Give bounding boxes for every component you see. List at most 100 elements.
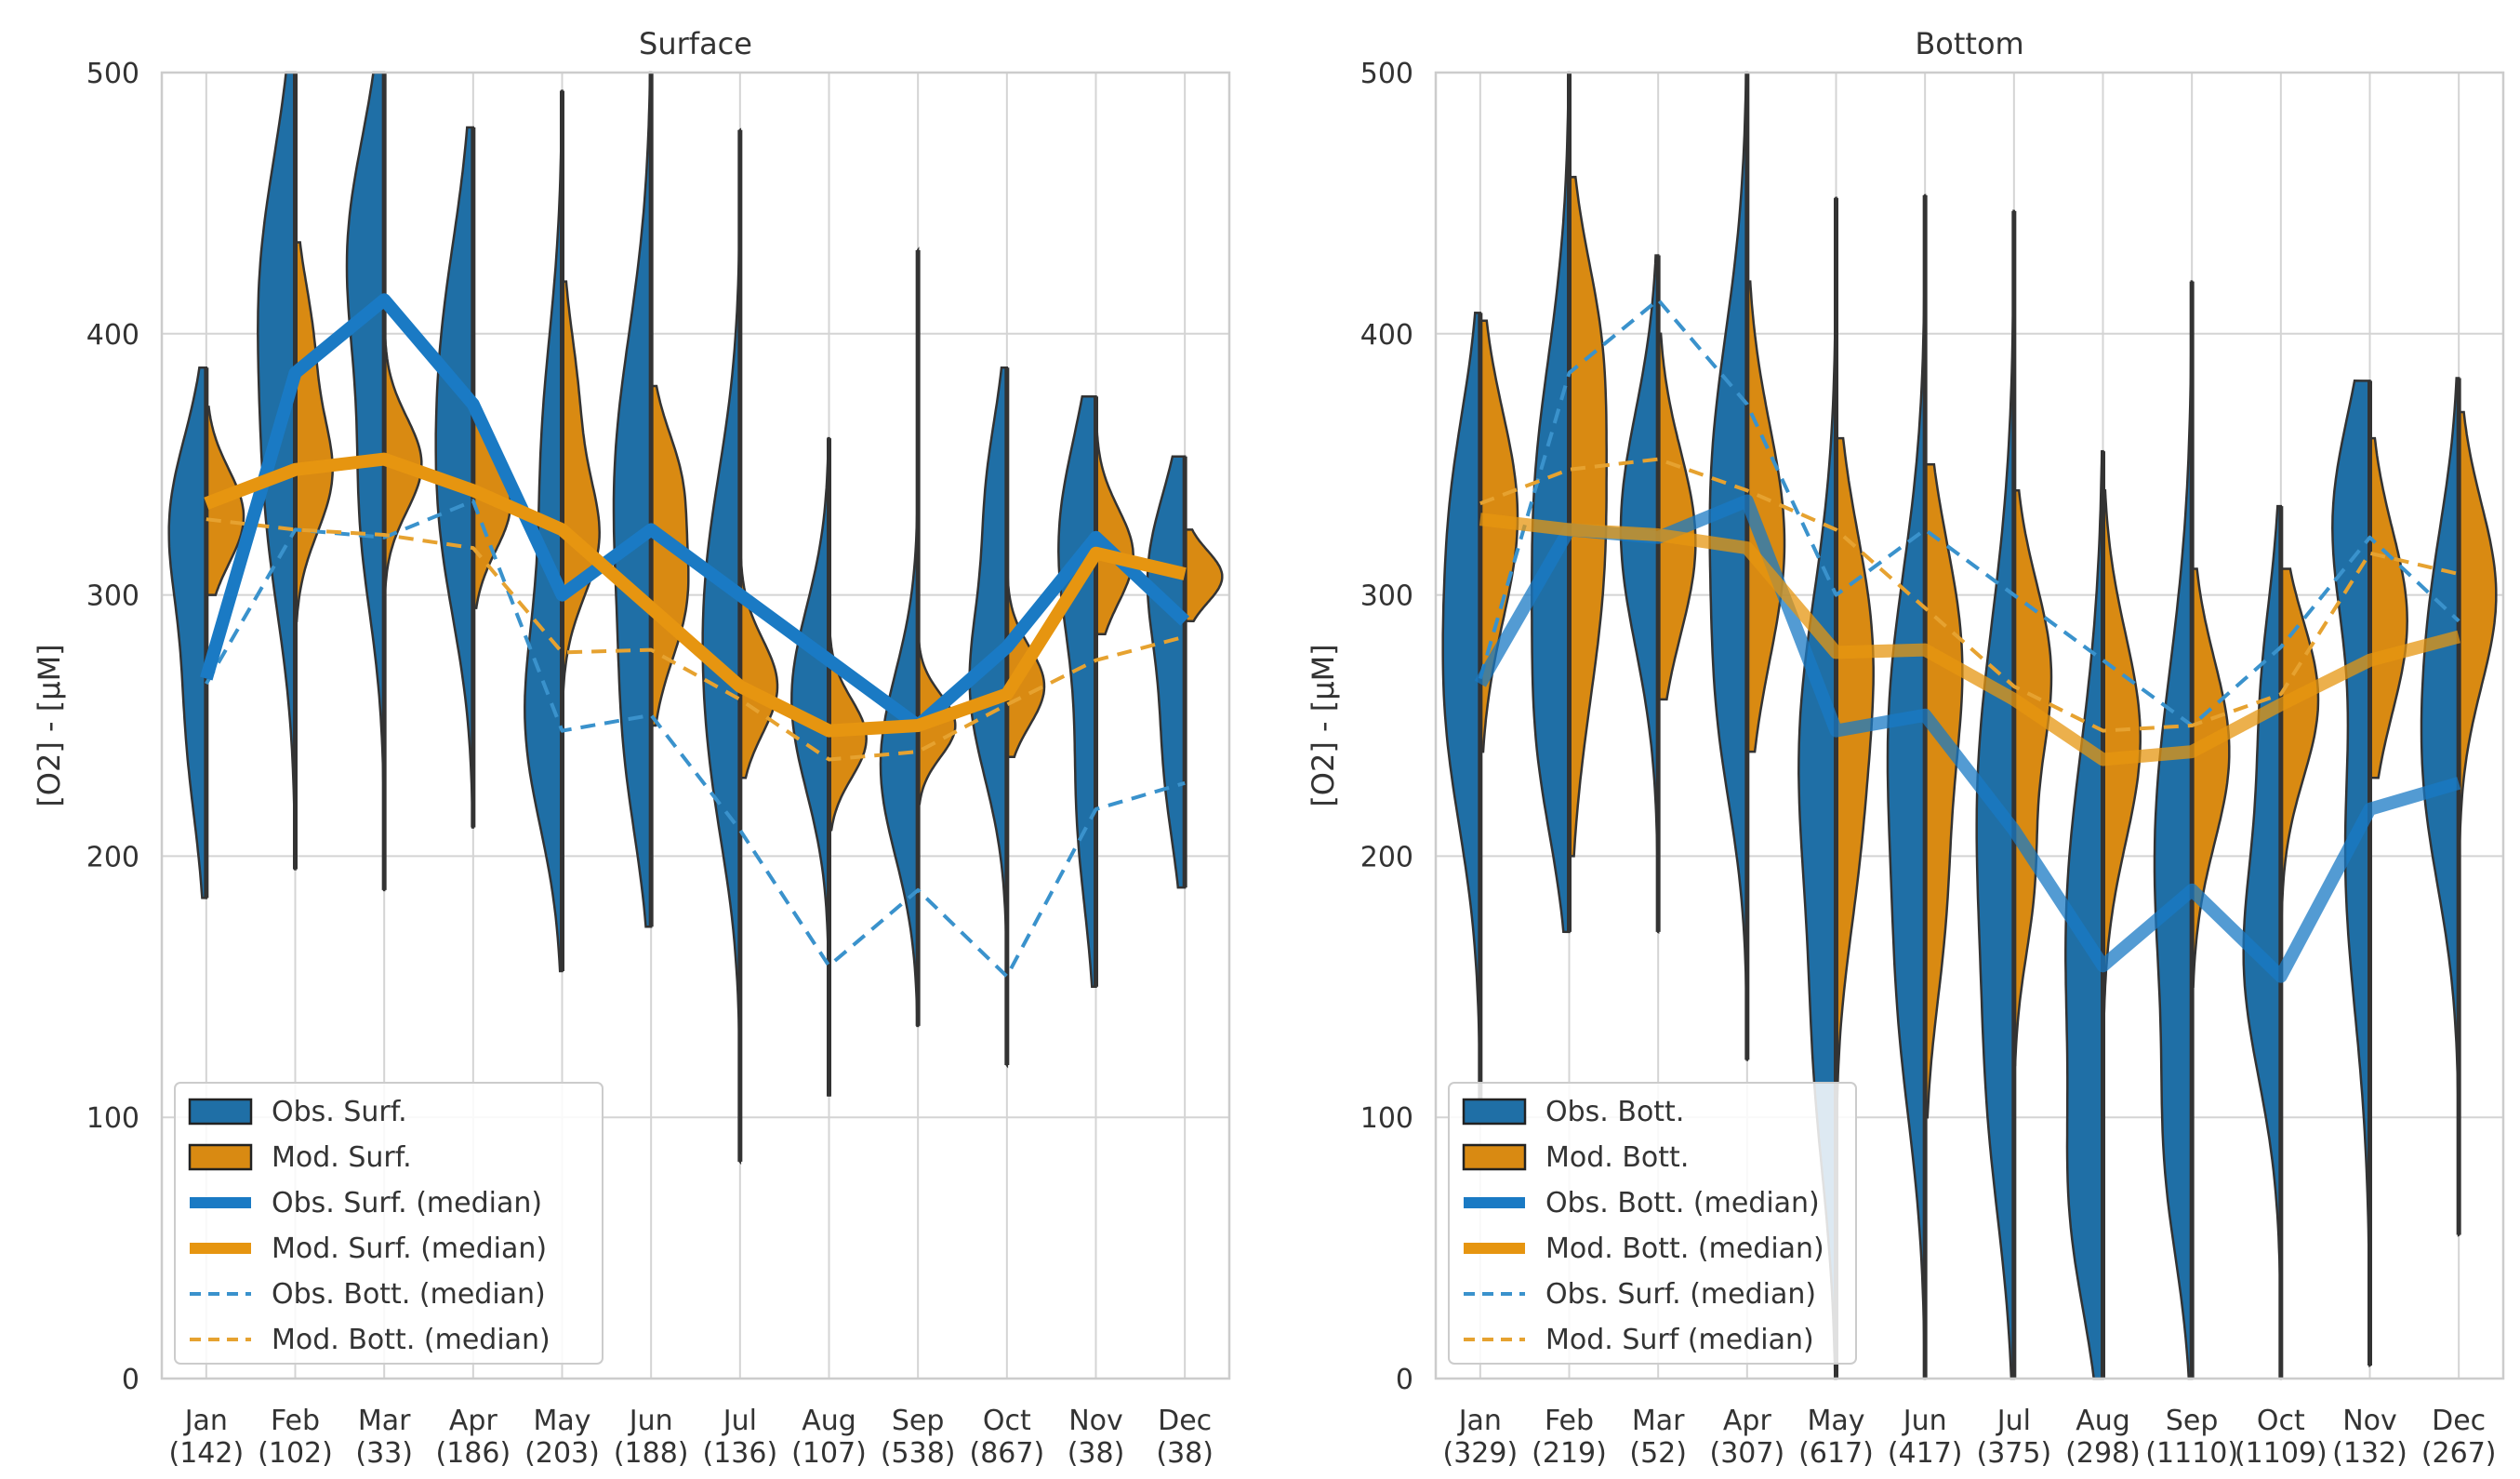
x-tick-count: (38) (1068, 1437, 1125, 1470)
x-tick-count: (52) (1629, 1437, 1687, 1470)
y-tick-label: 500 (86, 58, 139, 90)
x-tick-count: (329) (1442, 1437, 1518, 1470)
x-tick-count: (38) (1156, 1437, 1214, 1470)
bottom-panel: Bottom 0 100 200 300 400 500 [O2] - [µM] Jan(329… (1306, 26, 2505, 1470)
y-tick-label: 400 (86, 319, 139, 352)
mod-violin (2012, 489, 2053, 1067)
obs-violin (2420, 377, 2460, 1237)
median-line-mod-dash (1479, 457, 2460, 733)
median-line-mod-thick (204, 452, 1187, 738)
mod-violin (2190, 567, 2231, 989)
legend-label: Obs. Bott. (median) (1545, 1187, 1820, 1219)
x-tick-count: (107) (791, 1437, 867, 1470)
x-tick-label: Jun (1902, 1405, 1947, 1437)
x-tick-count: (617) (1798, 1437, 1874, 1470)
x-tick-label: Nov (1068, 1405, 1123, 1437)
x-tick-count: (142) (168, 1437, 244, 1470)
x-tick-count: (33) (355, 1437, 413, 1470)
obs-violin (1886, 193, 1927, 1380)
obs-violin (701, 127, 742, 1166)
plot-frame (160, 71, 1231, 1380)
y-tick-label: 400 (1360, 319, 1413, 352)
mod-violin (2102, 489, 2142, 1067)
legend-box (1448, 1082, 1857, 1365)
x-tick-label: May (533, 1405, 590, 1437)
legend-label: Obs. Bott. (median) (272, 1278, 546, 1311)
y-tick-label: 0 (1396, 1364, 1413, 1396)
x-tick-label: Apr (1723, 1405, 1772, 1437)
x-tick-count: (1109) (2235, 1437, 2328, 1470)
mod-violin (1656, 332, 1697, 701)
mod-violin (294, 241, 334, 622)
x-tick-label: Jul (1996, 1405, 2031, 1437)
legend-label: Mod. Surf. (272, 1141, 412, 1174)
obs-violin (1146, 455, 1187, 889)
mod-violin (2457, 410, 2498, 858)
y-tick-label: 200 (86, 841, 139, 873)
y-tick-label: 300 (86, 580, 139, 613)
x-tick-count: (132) (2332, 1437, 2407, 1470)
x-tick-label: Sep (2166, 1405, 2219, 1437)
x-tick-count: (867) (969, 1437, 1044, 1470)
mod-violin (561, 280, 601, 701)
x-tick-label: Dec (1158, 1405, 1212, 1437)
legend-label: Mod. Surf (median) (1545, 1324, 1814, 1356)
x-tick-label: Mar (358, 1405, 411, 1437)
x-tick-count: (188) (614, 1437, 689, 1470)
x-tick-label: Mar (1632, 1405, 1685, 1437)
x-tick-label: Aug (2076, 1405, 2130, 1437)
legend-label: Mod. Bott. (median) (272, 1324, 550, 1356)
y-tick-label: 100 (86, 1102, 139, 1135)
legend-label: Obs. Surf. (median) (272, 1187, 542, 1219)
surface-panel: Surface 0 100 200 300 400 500 [O2] - [µM] Jan(14… (32, 26, 1231, 1470)
y-axis-label: [O2] - [µM] (1306, 644, 1341, 806)
x-tick-label: Jul (722, 1405, 757, 1437)
x-tick-label: Sep (892, 1405, 945, 1437)
x-tick-label: Dec (2432, 1405, 2486, 1437)
legend-patch (1462, 1143, 1527, 1171)
x-tick-label: Nov (2342, 1405, 2397, 1437)
legend-patch (188, 1098, 253, 1126)
median-line-obs-dash (1478, 298, 2460, 727)
mod-violin (828, 568, 868, 832)
x-tick-count: (298) (2065, 1437, 2141, 1470)
x-tick-label: Aug (802, 1405, 856, 1437)
x-tick-count: (219) (1532, 1437, 1607, 1470)
legend-label: Obs. Bott. (1545, 1096, 1684, 1128)
x-tick-label: Jan (1457, 1405, 1502, 1437)
x-tick-label: May (1807, 1405, 1864, 1437)
mod-violin (1745, 280, 1786, 753)
median-line-obs-dash (205, 499, 1186, 979)
median-line-mod-dash (206, 517, 1186, 762)
x-tick-count: (203) (524, 1437, 600, 1470)
legend-label: Obs. Surf. (272, 1096, 407, 1128)
legend-label: Mod. Surf. (median) (272, 1232, 547, 1265)
mod-violin (1568, 176, 1608, 858)
legend-label: Mod. Bott. (1545, 1141, 1689, 1174)
obs-violin (1057, 394, 1097, 989)
mod-violin (2368, 436, 2408, 779)
mod-violin (1835, 436, 1875, 1119)
median-line-obs-thick (200, 293, 1189, 732)
obs-violin (1619, 254, 1660, 934)
x-tick-count: (417) (1888, 1437, 1963, 1470)
x-tick-label: Oct (983, 1405, 1031, 1437)
mod-violin (1094, 406, 1134, 635)
legend-box (174, 1082, 603, 1365)
chart-title: Bottom (1915, 26, 2023, 61)
legend-label: Mod. Bott. (median) (1545, 1232, 1824, 1265)
x-tick-count: (538) (881, 1437, 956, 1470)
y-tick-label: 200 (1360, 841, 1413, 873)
x-tick-count: (375) (1976, 1437, 2051, 1470)
x-tick-count: (307) (1709, 1437, 1784, 1470)
obs-violin (1531, 71, 1571, 934)
obs-violin (167, 366, 208, 899)
y-tick-label: 100 (1360, 1102, 1413, 1135)
plot-frame (1434, 71, 2505, 1380)
x-tick-count: (1110) (2145, 1437, 2238, 1470)
x-tick-label: Apr (449, 1405, 498, 1437)
x-tick-label: Jun (628, 1405, 673, 1437)
obs-violin (790, 436, 830, 1097)
x-tick-count: (186) (435, 1437, 511, 1470)
obs-violin (612, 71, 653, 928)
